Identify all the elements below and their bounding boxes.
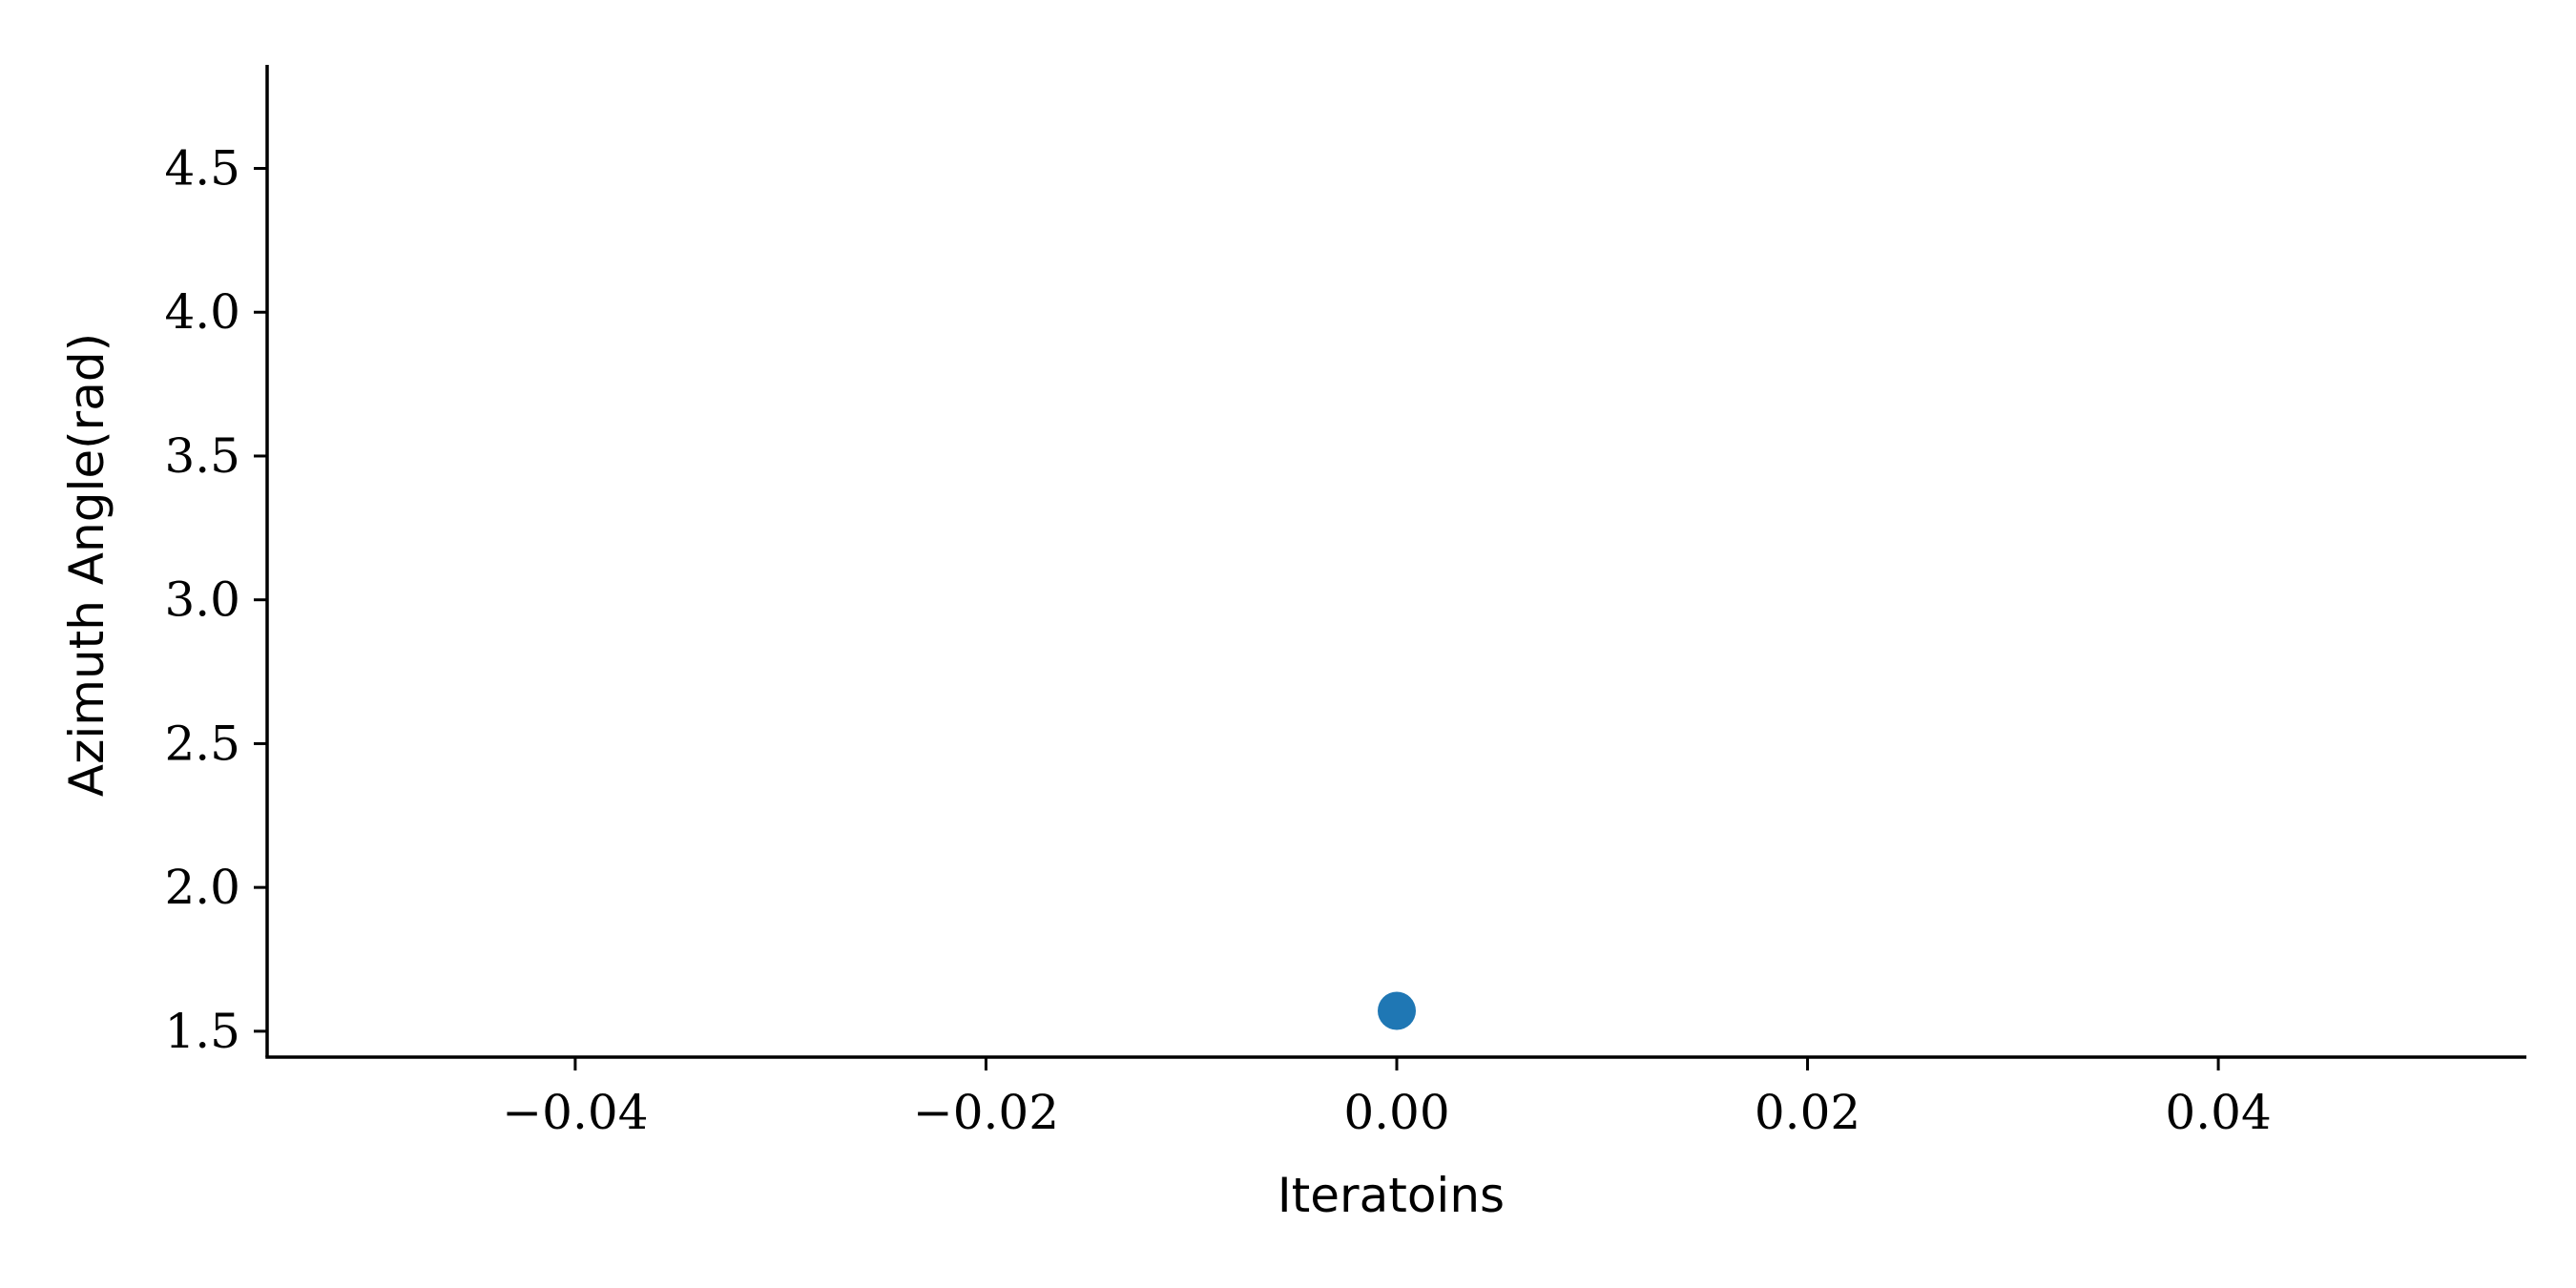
x-ticks: −0.04 −0.02 0.00 0.02 0.04 [502,1057,2272,1140]
y-ticks: 1.5 2.0 2.5 3.0 3.5 4.0 4.5 [164,141,267,1059]
x-tick-label: 0.02 [1755,1085,1860,1140]
y-tick-label: 3.0 [164,572,240,628]
y-tick-label: 1.5 [164,1004,240,1059]
y-axis-label: Azimuth Angle(rad) [59,333,114,797]
y-tick-label: 2.5 [164,716,240,771]
y-tick-label: 3.5 [164,428,240,484]
y-tick-label: 2.0 [164,860,240,915]
x-tick-label: −0.04 [502,1085,648,1140]
y-tick-label: 4.0 [164,284,240,340]
x-tick-label: 0.00 [1343,1085,1449,1140]
x-tick-label: −0.02 [913,1085,1059,1140]
data-points [1378,991,1416,1030]
axes [265,65,2526,1059]
x-tick-label: 0.04 [2165,1085,2271,1140]
data-point [1378,991,1416,1030]
y-tick-label: 4.5 [164,141,240,197]
x-axis-label: Iteratoins [1278,1168,1505,1223]
